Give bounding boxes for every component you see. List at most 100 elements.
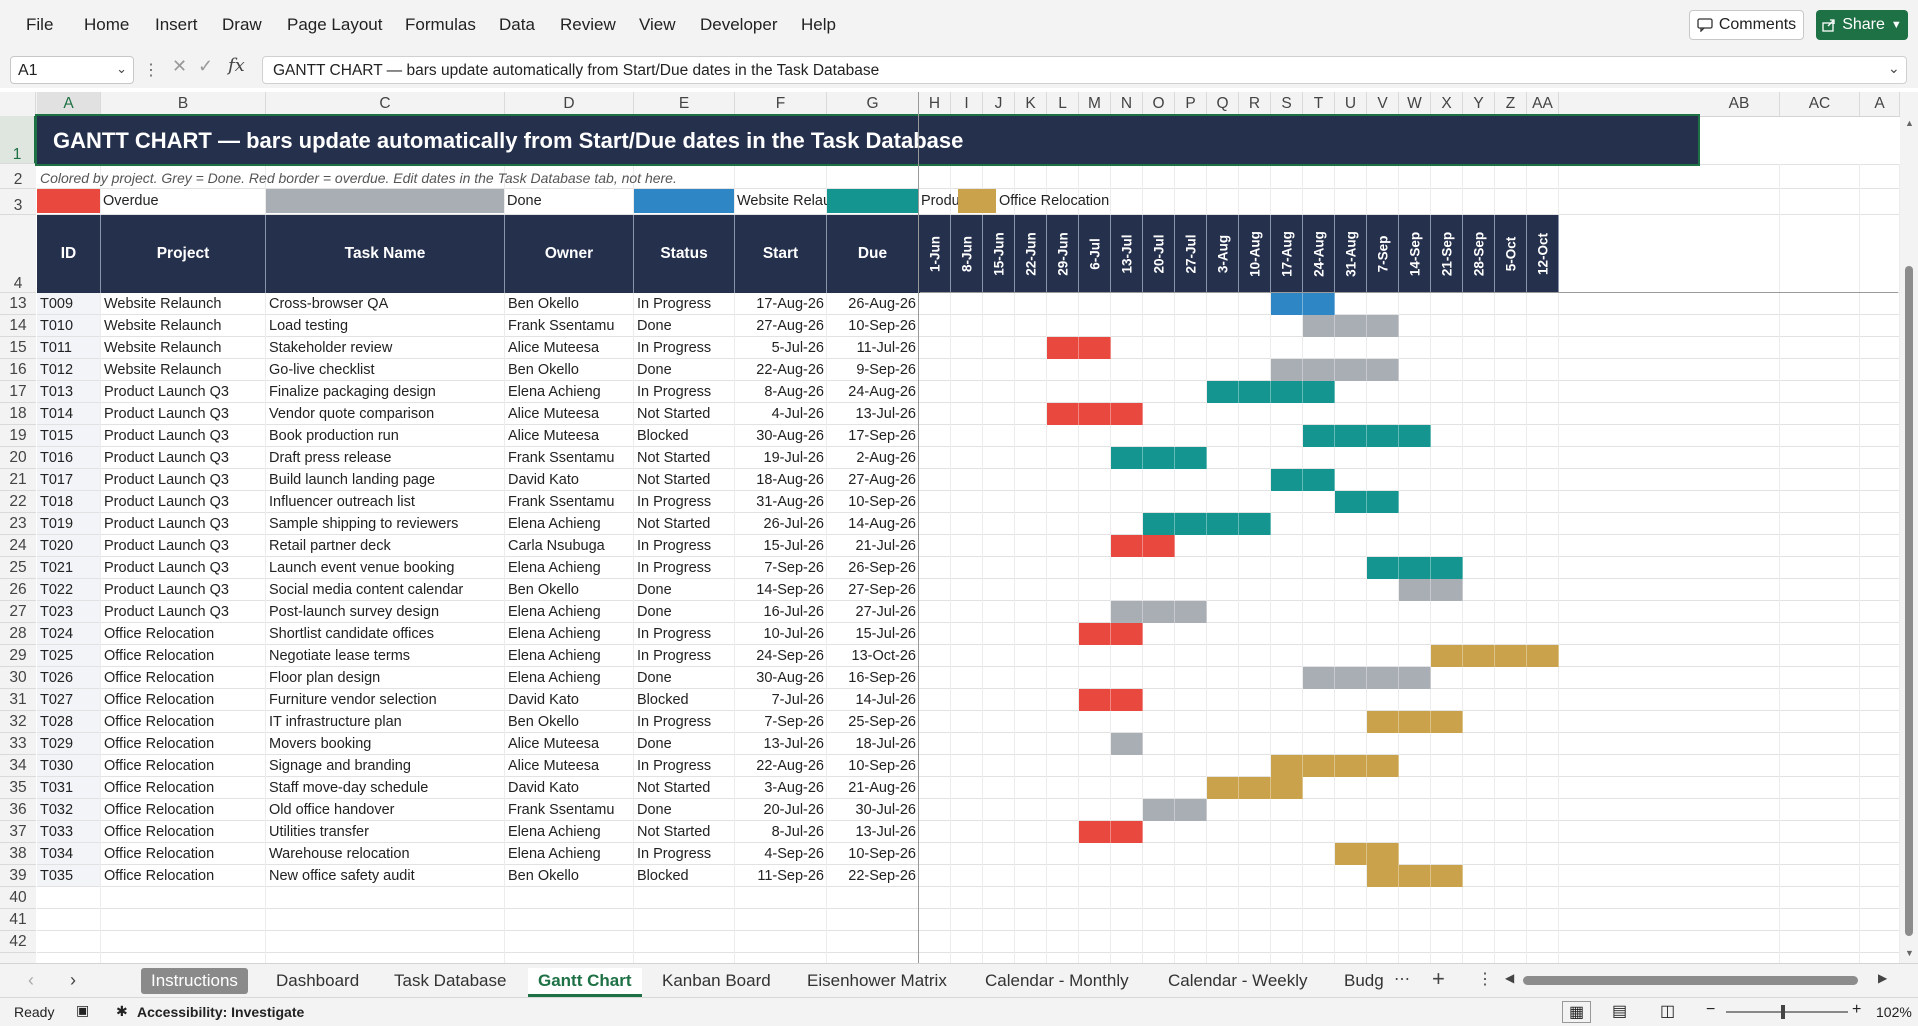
formula-input[interactable]: GANTT CHART — bars update automatically … [262, 56, 1907, 84]
task-cell-owner[interactable]: Elena Achieng [508, 604, 601, 620]
task-cell-project[interactable]: Product Launch Q3 [104, 604, 229, 620]
column-header-m[interactable]: M [1079, 92, 1111, 116]
task-cell-status[interactable]: In Progress [637, 758, 712, 774]
task-cell-project[interactable]: Product Launch Q3 [104, 428, 229, 444]
task-cell-project[interactable]: Product Launch Q3 [104, 516, 229, 532]
row-header-14[interactable]: 14 [0, 315, 36, 337]
column-header-z[interactable]: Z [1495, 92, 1527, 116]
task-cell-id[interactable]: T023 [40, 604, 74, 620]
row-header-3[interactable]: 3 [0, 189, 36, 215]
task-cell-due[interactable]: 11-Jul-26 [856, 340, 916, 356]
task-cell-status[interactable]: Not Started [637, 472, 711, 488]
task-cell-due[interactable]: 2-Aug-26 [856, 450, 916, 466]
task-cell-project[interactable]: Office Relocation [104, 714, 215, 730]
sheet-options-icon[interactable]: ⋮ [1477, 971, 1493, 988]
row-header-1[interactable]: 1 [0, 116, 36, 164]
row-header-4[interactable]: 4 [0, 215, 36, 293]
task-cell-status[interactable]: Blocked [637, 868, 689, 884]
row-header-33[interactable]: 33 [0, 733, 36, 755]
task-cell-id[interactable]: T016 [40, 450, 74, 466]
tab-gantt-chart[interactable]: Gantt Chart [528, 968, 642, 997]
task-cell-status[interactable]: Not Started [637, 406, 711, 422]
task-cell-task[interactable]: Load testing [269, 318, 349, 334]
row-header-42[interactable]: 42 [0, 931, 36, 953]
zoom-level[interactable]: 102% [1876, 1004, 1912, 1020]
task-cell-status[interactable]: Blocked [637, 692, 689, 708]
menu-formulas[interactable]: Formulas [405, 15, 476, 34]
check-icon[interactable]: ✓ [198, 56, 214, 76]
task-cell-owner[interactable]: David Kato [508, 780, 579, 796]
column-header-t[interactable]: T [1303, 92, 1335, 116]
task-cell-start[interactable]: 7-Sep-26 [764, 714, 824, 730]
tab-calendar-weekly[interactable]: Calendar - Weekly [1168, 971, 1308, 990]
task-cell-task[interactable]: Warehouse relocation [269, 846, 410, 862]
task-cell-status[interactable]: In Progress [637, 340, 712, 356]
row-header-21[interactable]: 21 [0, 469, 36, 491]
task-cell-project[interactable]: Product Launch Q3 [104, 494, 229, 510]
task-cell-owner[interactable]: Elena Achieng [508, 626, 601, 642]
task-cell-project[interactable]: Website Relaunch [104, 340, 222, 356]
task-cell-due[interactable]: 18-Jul-26 [855, 736, 916, 752]
task-cell-start[interactable]: 10-Jul-26 [763, 626, 824, 642]
task-cell-owner[interactable]: Elena Achieng [508, 560, 601, 576]
task-cell-owner[interactable]: Ben Okello [508, 362, 579, 378]
task-cell-project[interactable]: Office Relocation [104, 758, 215, 774]
task-cell-task[interactable]: Launch event venue booking [269, 560, 455, 576]
row-header-15[interactable]: 15 [0, 337, 36, 359]
task-cell-id[interactable]: T011 [40, 340, 72, 356]
column-header-y[interactable]: Y [1463, 92, 1495, 116]
row-header-19[interactable]: 19 [0, 425, 36, 447]
task-cell-status[interactable]: Done [637, 362, 672, 378]
task-cell-due[interactable]: 15-Jul-26 [855, 626, 916, 642]
task-cell-owner[interactable]: Ben Okello [508, 868, 579, 884]
select-all-corner[interactable] [0, 92, 36, 116]
row-header-38[interactable]: 38 [0, 843, 36, 865]
task-cell-start[interactable]: 31-Aug-26 [756, 494, 824, 510]
task-cell-project[interactable]: Product Launch Q3 [104, 538, 229, 554]
task-cell-owner[interactable]: Alice Muteesa [508, 340, 600, 356]
task-cell-due[interactable]: 25-Sep-26 [848, 714, 916, 730]
task-cell-owner[interactable]: Alice Muteesa [508, 758, 600, 774]
vertical-scroll-thumb[interactable] [1905, 266, 1913, 936]
task-cell-start[interactable]: 17-Aug-26 [756, 296, 824, 312]
normal-view-icon[interactable]: ▦ [1562, 1001, 1592, 1023]
task-cell-id[interactable]: T027 [40, 692, 74, 708]
share-button[interactable]: Share ▼ [1816, 10, 1908, 40]
task-cell-task[interactable]: Retail partner deck [269, 538, 391, 554]
menu-review[interactable]: Review [560, 15, 616, 34]
task-cell-status[interactable]: In Progress [637, 846, 712, 862]
task-cell-task[interactable]: Furniture vendor selection [269, 692, 437, 708]
task-cell-owner[interactable]: Ben Okello [508, 714, 579, 730]
task-cell-due[interactable]: 10-Sep-26 [848, 494, 916, 510]
task-cell-id[interactable]: T028 [40, 714, 74, 730]
task-cell-status[interactable]: In Progress [637, 296, 712, 312]
row-header-28[interactable]: 28 [0, 623, 36, 645]
task-cell-project[interactable]: Office Relocation [104, 736, 215, 752]
task-cell-owner[interactable]: David Kato [508, 692, 579, 708]
task-cell-status[interactable]: Not Started [637, 824, 711, 840]
task-cell-project[interactable]: Office Relocation [104, 846, 215, 862]
task-cell-status[interactable]: Not Started [637, 780, 711, 796]
column-header-h[interactable]: H [919, 92, 951, 116]
task-cell-task[interactable]: Stakeholder review [269, 340, 393, 356]
title-banner[interactable]: GANTT CHART — bars update automatically … [35, 114, 1700, 166]
row-header-27[interactable]: 27 [0, 601, 36, 623]
task-cell-id[interactable]: T020 [40, 538, 74, 554]
task-cell-project[interactable]: Office Relocation [104, 802, 215, 818]
row-header-16[interactable]: 16 [0, 359, 36, 381]
task-cell-owner[interactable]: Ben Okello [508, 296, 579, 312]
task-cell-due[interactable]: 10-Sep-26 [848, 758, 916, 774]
task-cell-owner[interactable]: David Kato [508, 472, 579, 488]
insert-function-icon[interactable]: fx [228, 55, 245, 76]
column-header-p[interactable]: P [1175, 92, 1207, 116]
task-cell-status[interactable]: Done [637, 582, 672, 598]
task-cell-start[interactable]: 15-Jul-26 [763, 538, 824, 554]
task-cell-status[interactable]: In Progress [637, 626, 712, 642]
column-header-n[interactable]: N [1111, 92, 1143, 116]
row-header-35[interactable]: 35 [0, 777, 36, 799]
task-cell-due[interactable]: 26-Aug-26 [848, 296, 916, 312]
column-header-o[interactable]: O [1143, 92, 1175, 116]
task-cell-id[interactable]: T032 [40, 802, 74, 818]
menu-insert[interactable]: Insert [155, 15, 198, 34]
more-options-icon[interactable]: ⋮ [143, 62, 159, 79]
